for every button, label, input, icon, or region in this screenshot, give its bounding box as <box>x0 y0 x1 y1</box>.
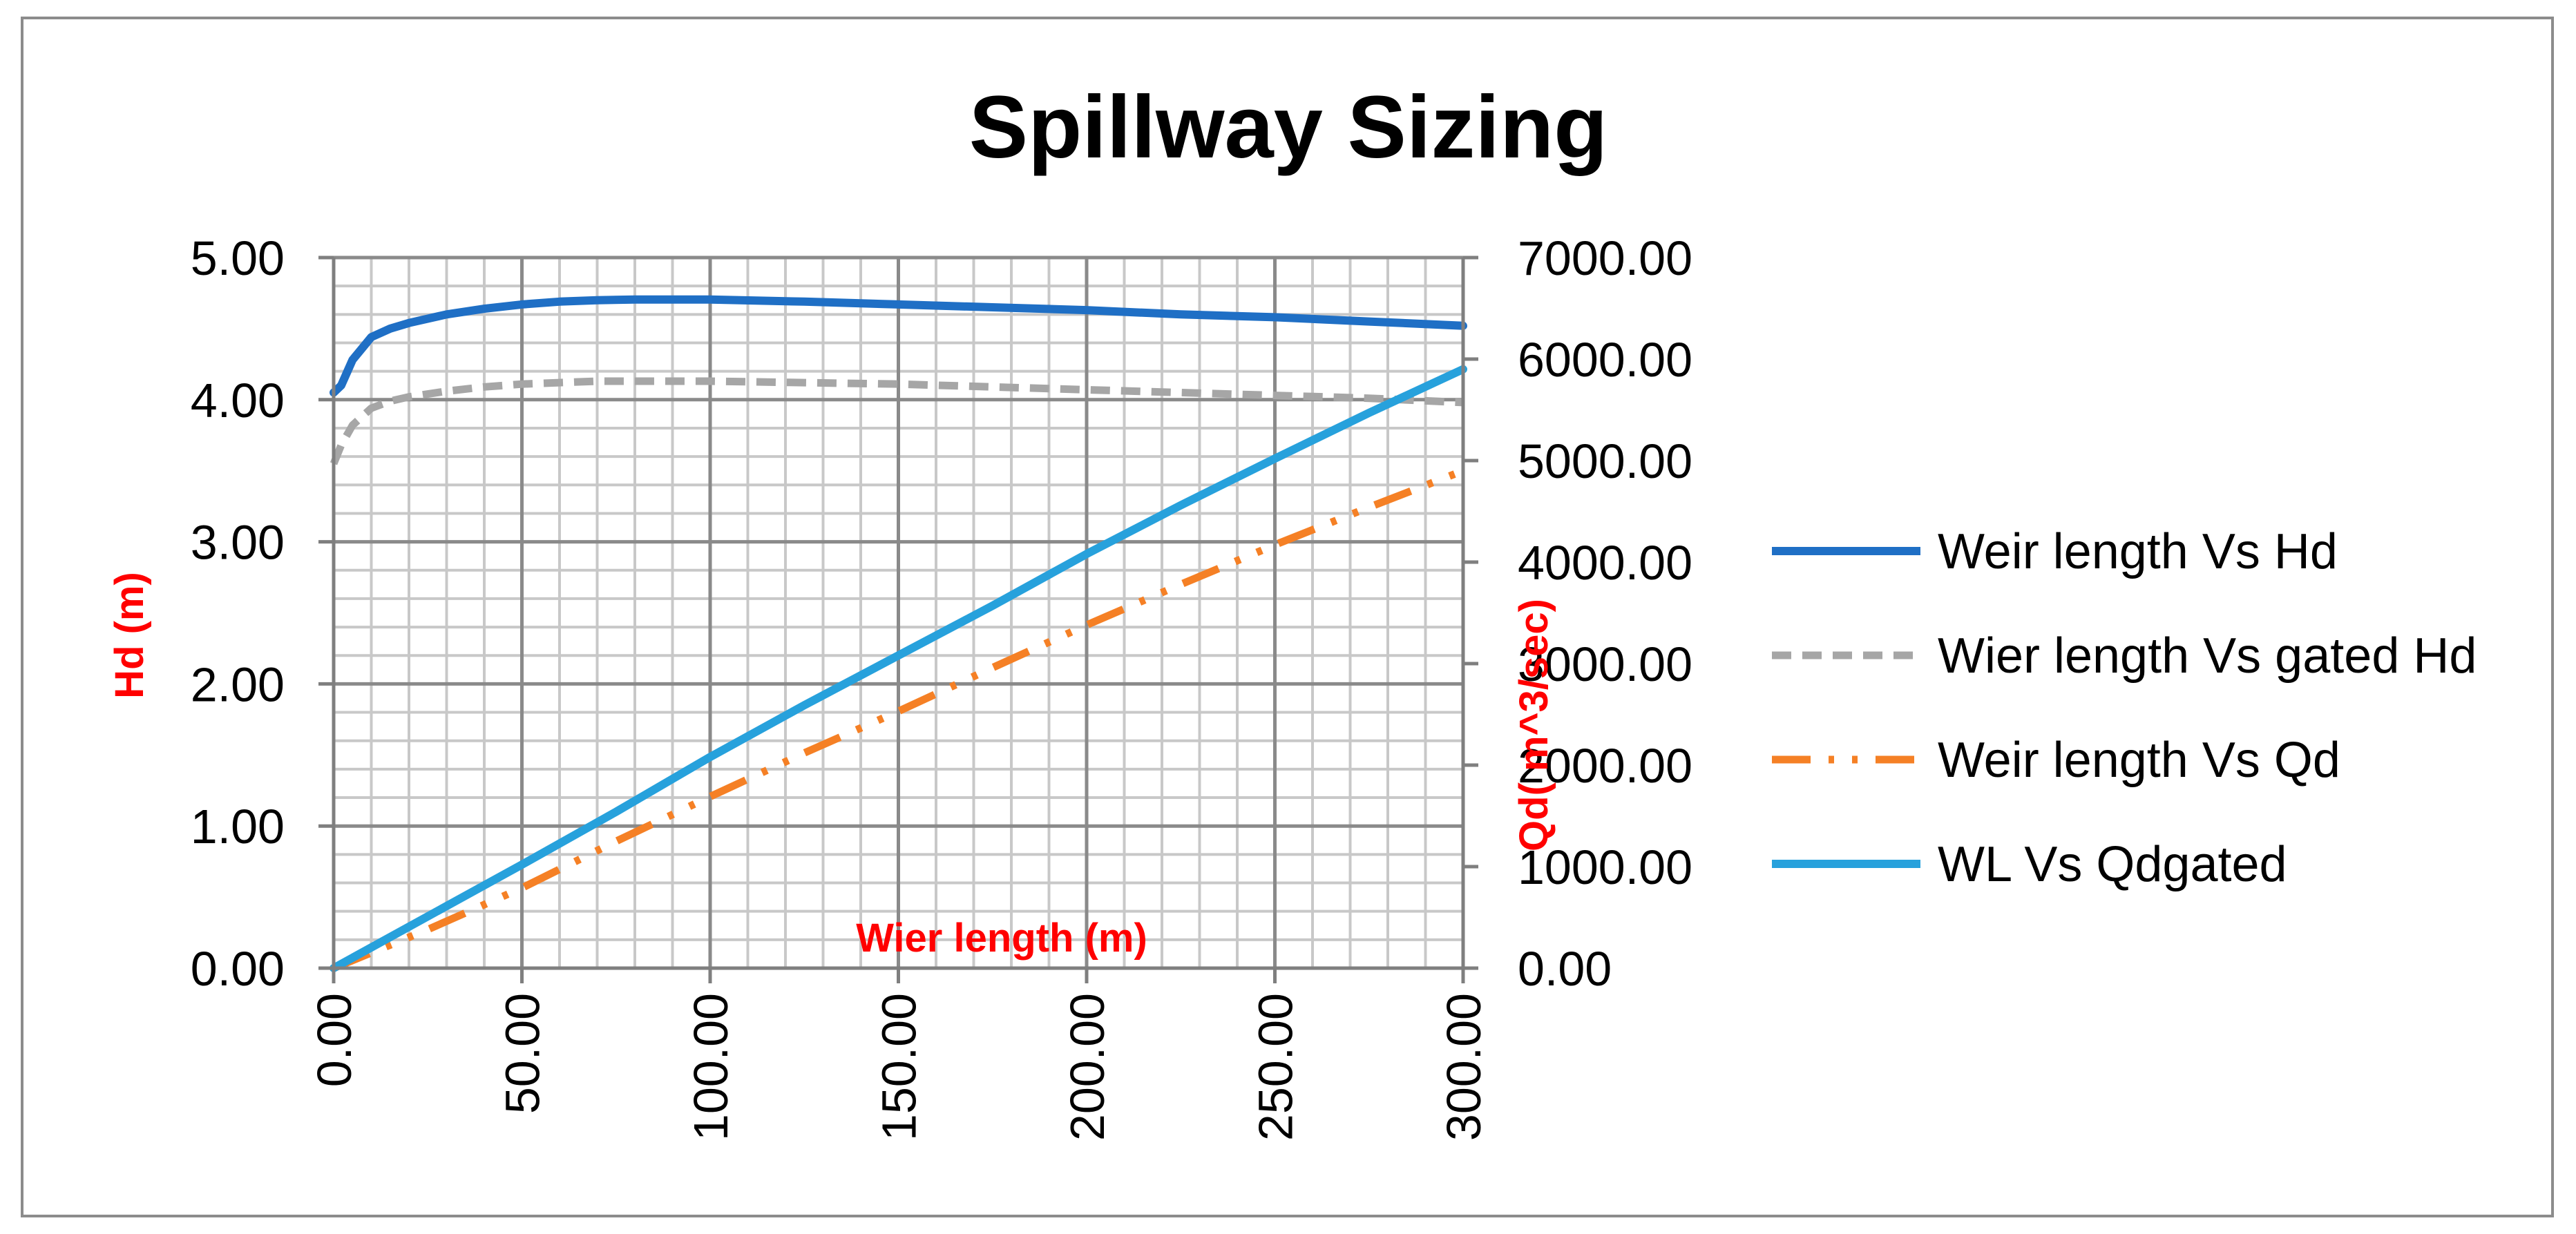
y2-tick-label: 3000.00 <box>1518 637 1692 691</box>
chart-title: Spillway Sizing <box>969 78 1608 177</box>
y2-tick-label: 2000.00 <box>1518 739 1692 793</box>
grid <box>332 256 1465 970</box>
legend-label-1: Weir length Vs Hd <box>1938 524 2338 579</box>
x-tick-label: 150.00 <box>872 993 926 1141</box>
y-tick-label: 5.00 <box>191 231 285 285</box>
axes: 0.00 1.00 2.00 3.00 4.00 5.00 0.00 1000.00 2000.… <box>191 231 1692 1141</box>
y2-tick-label: 1000.00 <box>1518 840 1692 894</box>
series-line-4 <box>330 365 1467 972</box>
legend-label-3: Weir length Vs Qd <box>1938 733 2340 788</box>
y2-axis-label: Qd( m^3/sec) <box>1511 599 1556 851</box>
x-tick-label: 250.00 <box>1249 993 1303 1141</box>
y-tick-label: 3.00 <box>191 516 285 570</box>
y2-tick-label: 5000.00 <box>1518 434 1692 488</box>
x-tick-label: 0.00 <box>307 993 361 1087</box>
series-layer <box>330 295 1467 972</box>
chart-frame <box>21 17 2554 1217</box>
y2-tick-label: 6000.00 <box>1518 333 1692 387</box>
y2-tick-label: 4000.00 <box>1518 536 1692 590</box>
x-tick-label: 50.00 <box>496 993 550 1114</box>
y-tick-label: 2.00 <box>191 657 285 711</box>
x-tick-label: 200.00 <box>1060 993 1114 1141</box>
y2-tick-label: 0.00 <box>1518 942 1612 996</box>
y2-axis-label-text: Qd( m^3/sec) <box>1511 599 1556 851</box>
x-axis-label: Wier length (m) <box>856 916 1147 961</box>
y-axis-label: Hd (m) <box>107 572 152 699</box>
legend-label-4: WL Vs Qdgated <box>1938 837 2287 892</box>
x-tick-label: 100.00 <box>684 993 738 1141</box>
x-tick-label: 300.00 <box>1437 993 1491 1141</box>
series-line-1 <box>330 295 1467 397</box>
legend: Weir length Vs Hd Wier length Vs gated Hd… <box>1772 524 2477 892</box>
y-tick-label: 0.00 <box>191 942 285 996</box>
series-line-2 <box>330 377 1464 465</box>
y2-tick-label: 7000.00 <box>1518 231 1692 285</box>
y-tick-label: 1.00 <box>191 800 285 854</box>
y-tick-label: 4.00 <box>191 374 285 427</box>
legend-label-2: Wier length Vs gated Hd <box>1938 628 2477 684</box>
